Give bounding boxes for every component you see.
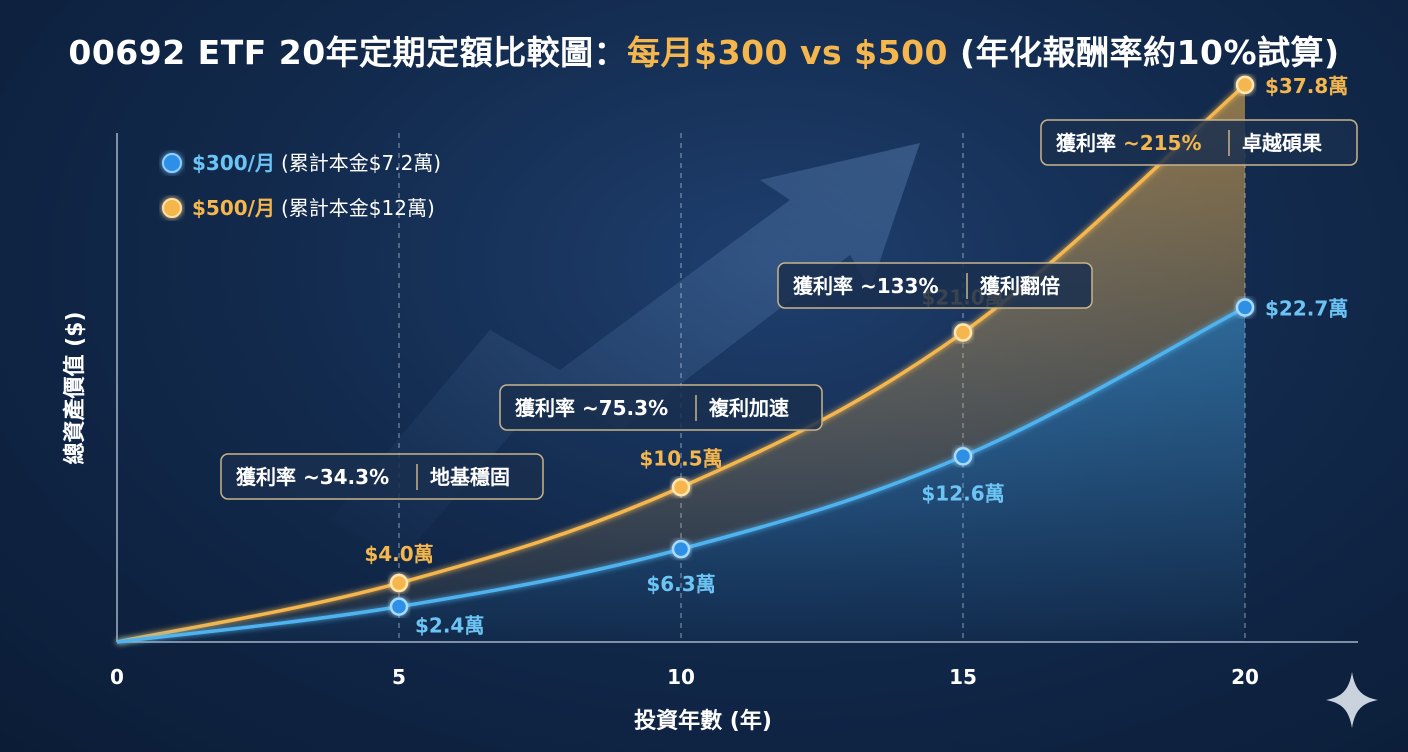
legend-label-300: $300/月 <box>192 151 275 175</box>
area-300-series <box>117 307 1245 642</box>
legend-note-500: (累計本金$12萬) <box>281 196 435 220</box>
annotation-5yr-value: ~34.3% <box>303 465 389 489</box>
point-500-15 <box>953 323 973 342</box>
point-500-5 <box>389 573 409 593</box>
data-label-500-10: $10.5萬 <box>639 446 722 470</box>
annotation-10yr-value: ~75.3% <box>582 396 668 420</box>
point-300-10 <box>671 539 691 559</box>
x-tick-15: 15 <box>949 665 977 689</box>
annotation-15yr-note: 獲利翻倍 <box>980 274 1060 298</box>
page-title: 00692 ETF 20年定期定額比較圖：每月$300 vs $500 (年化報… <box>0 26 1408 74</box>
title-highlight: 每月$300 vs $500 <box>627 33 948 72</box>
legend-note-300: (累計本金$7.2萬) <box>281 151 441 175</box>
data-label-500-5: $4.0萬 <box>364 542 433 566</box>
data-label-300-15: $12.6萬 <box>921 481 1004 505</box>
area-fills <box>117 84 1245 642</box>
x-tick-labels: 0 5 10 15 20 <box>110 665 1259 689</box>
annotation-20yr-value: ~215% <box>1123 131 1202 155</box>
line-500-series <box>116 83 1247 644</box>
legend-label-500: $500/月 <box>192 196 275 220</box>
title-prefix: 00692 ETF 20年定期定額比較圖： <box>68 33 628 72</box>
point-300-15 <box>953 447 973 466</box>
sparkle-icon <box>1326 672 1378 728</box>
svg-text:$300/月(累計本金$7.2萬): $300/月 (累計本金$7.2萬) <box>192 151 441 175</box>
annotation-5yr: 獲利率 ~34.3% 地基穩固 <box>220 453 544 500</box>
legend-marker-300 <box>162 153 182 173</box>
annotation-20yr-note: 卓越碩果 <box>1242 131 1322 155</box>
annotation-15yr-value: ~133% <box>860 274 939 298</box>
data-label-500-20: $37.8萬 <box>1265 74 1348 98</box>
svg-text:$500/月(累計本金$12萬): $500/月 (累計本金$12萬) <box>192 196 435 220</box>
annotation-10yr: 獲利率 ~75.3% 複利加速 <box>499 384 823 431</box>
annotation-5yr-note: 地基穩固 <box>430 465 510 489</box>
svg-text:獲利率 ~133%: 獲利率 ~133% <box>793 274 939 298</box>
x-tick-5: 5 <box>392 665 406 689</box>
svg-text:獲利率 ~215%: 獲利率 ~215% <box>1056 131 1202 155</box>
x-axis-label: 投資年數 (年) <box>634 708 772 734</box>
x-tick-20: 20 <box>1231 665 1259 689</box>
y-axis-label: 總資產價值 ($) <box>62 311 88 464</box>
data-label-300-20: $22.7萬 <box>1265 296 1348 320</box>
data-label-300-5: $2.4萬 <box>415 614 484 638</box>
annotation-10yr-note: 複利加速 <box>709 396 789 420</box>
annotation-20yr: 獲利率 ~215% 卓越碩果 <box>1040 119 1358 166</box>
svg-text:獲利率 ~34.3%: 獲利率 ~34.3% <box>236 465 389 489</box>
annotation-15yr: 獲利率 ~133% 獲利翻倍 <box>777 262 1093 309</box>
legend-marker-500 <box>162 198 182 218</box>
svg-text:獲利率 ~75.3%: 獲利率 ~75.3% <box>515 396 668 420</box>
title-suffix: (年化報酬率約10%試算) <box>948 33 1340 72</box>
data-label-300-10: $6.3萬 <box>646 572 715 596</box>
point-300-5 <box>389 597 409 616</box>
x-tick-10: 10 <box>667 665 695 689</box>
area-500-series <box>117 84 1245 642</box>
point-500-10 <box>671 478 691 497</box>
legend: $300/月 (累計本金$7.2萬) $500/月 (累計本金$12萬) <box>162 151 441 220</box>
point-500-20 <box>1235 75 1255 95</box>
series-points <box>389 75 1255 616</box>
point-300-20 <box>1235 298 1255 317</box>
x-tick-0: 0 <box>110 665 124 689</box>
